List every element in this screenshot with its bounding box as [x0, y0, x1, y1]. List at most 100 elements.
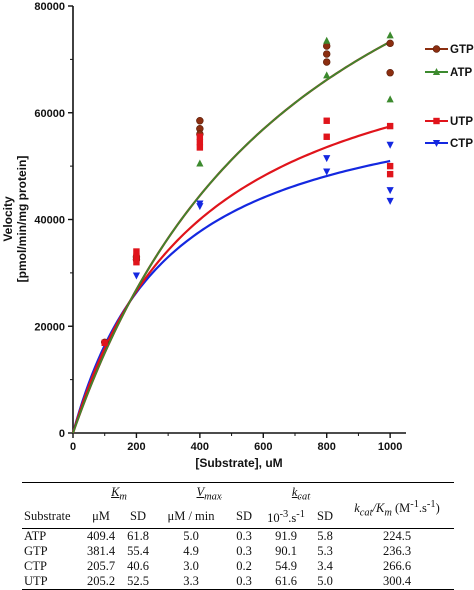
- kinetics-table: Km Vmax kcat Substrate μM SD μM / min SD…: [22, 482, 454, 590]
- data-point-atp: [323, 36, 331, 44]
- kcat-sd-cell: 5.3: [317, 544, 333, 559]
- y-axis-title-line2: [pmol/min/mg protein]: [15, 156, 29, 283]
- ratio-header: kcat/Km (M-1.s-1): [340, 496, 454, 522]
- legend-label-utp: UTP: [450, 116, 473, 128]
- table-row: CTP 205.7 40.6 3.0 0.2 54.9 3.4 266.6: [22, 559, 454, 574]
- y-axis-title-line1: Velocity: [1, 196, 15, 242]
- data-point-utp: [101, 339, 108, 346]
- km-sd-cell: 61.8: [127, 529, 149, 544]
- vmax-unit: μM / min: [156, 504, 226, 530]
- kcat-sd-header: SD: [310, 504, 340, 530]
- ratio-cell: 300.4: [340, 574, 454, 590]
- kcat-group-header: kcat: [262, 482, 340, 505]
- fit-curve-atp: [72, 41, 391, 434]
- axes: 0 200 400 600 800 1000 0 20000 40000 60000 80000: [34, 1, 406, 453]
- data-point-ctp: [386, 141, 394, 149]
- data-point-utp: [196, 138, 204, 146]
- data-point-utp: [196, 144, 204, 151]
- vmax-sd-cell: 0.3: [236, 529, 252, 544]
- data-point-ctp: [323, 155, 331, 163]
- fit-curve-gtp: [71, 40, 391, 434]
- ratio-cell: 224.5: [382, 529, 412, 544]
- vmax-cell: 3.0: [183, 559, 199, 574]
- data-point-atp: [386, 95, 394, 103]
- table-row: ATP 409.4 61.8 5.0 0.3 91.9 5.8 224.5: [22, 529, 454, 545]
- table-unit-header: Substrate μM SD μM / min SD 10-3.s-1 SD …: [22, 496, 454, 530]
- data-point-utp: [386, 122, 394, 130]
- vmax-cell: 3.3: [156, 574, 226, 590]
- table-group-header: Km Vmax kcat: [22, 482, 454, 505]
- data-point-utp: [323, 117, 330, 124]
- data-point-utp: [133, 259, 140, 266]
- data-point-gtp: [386, 69, 394, 77]
- vmax-group-header: Vmax: [156, 482, 262, 505]
- kcat-cell: 61.6: [262, 574, 310, 590]
- legend-label-ctp: CTP: [450, 138, 473, 150]
- legend-marker-gtp: [432, 45, 441, 53]
- data-point-gtp: [196, 117, 204, 125]
- kcat-unit: 10-3.s-1: [262, 504, 310, 530]
- km-sd-cell: 40.6: [127, 559, 149, 574]
- legend-label-atp: ATP: [450, 67, 472, 79]
- km-sd-header: SD: [120, 504, 156, 530]
- km-group-header: Km: [82, 482, 156, 505]
- substrate-cell: CTP: [24, 559, 47, 574]
- vmax-sd-cell: 0.2: [236, 559, 252, 574]
- legend-marker-ctp: [432, 140, 441, 147]
- substrate-cell: GTP: [24, 544, 48, 559]
- km-unit: μM: [82, 504, 120, 530]
- data-points: [101, 31, 394, 346]
- legend-marker-atp: [432, 68, 441, 75]
- y-tick-label: 40000: [34, 215, 65, 227]
- vmax-sd-cell: 0.3: [236, 544, 252, 559]
- substrate-cell: UTP: [22, 574, 82, 590]
- data-point-ctp: [132, 272, 141, 280]
- x-tick-label: 1000: [378, 441, 402, 453]
- table-row: UTP 205.2 52.5 3.3 0.3 61.6 5.0 300.4: [22, 574, 454, 590]
- kcat-sd-cell: 5.0: [310, 574, 340, 590]
- x-tick-label: 800: [318, 441, 336, 453]
- velocity-chart: 0 200 400 600 800 1000 0 20000 40000 60000 80000 […: [1, 1, 474, 470]
- data-point-ctp: [386, 187, 394, 195]
- ratio-cell: 266.6: [382, 559, 412, 574]
- km-cell: 409.4: [86, 529, 116, 544]
- data-point-utp: [133, 253, 140, 261]
- km-cell: 205.2: [82, 574, 120, 590]
- substrate-header: Substrate: [22, 504, 82, 530]
- x-tick-label: 400: [191, 441, 209, 453]
- kcat-sd-cell: 5.8: [317, 529, 333, 544]
- data-point-utp: [133, 248, 140, 255]
- data-point-gtp: [323, 50, 331, 58]
- data-point-atp: [323, 71, 331, 79]
- legend-marker-utp: [433, 117, 440, 125]
- vmax-cell: 4.9: [183, 544, 199, 559]
- data-point-gtp: [386, 39, 394, 48]
- kcat-cell: 90.1: [275, 544, 297, 559]
- y-tick-label: 60000: [34, 108, 65, 120]
- data-point-atp: [196, 159, 204, 167]
- vmax-sd-header: SD: [226, 504, 262, 530]
- data-point-utp: [386, 170, 394, 178]
- kcat-cell: 54.9: [275, 559, 297, 574]
- data-point-utp: [386, 162, 394, 170]
- fit-curve-ctp: [71, 159, 391, 434]
- data-point-atp: [386, 31, 394, 39]
- kcat-sd-cell: 3.4: [317, 559, 333, 574]
- x-axis-title: [Substrate], uM: [195, 456, 282, 470]
- vmax-sd-cell: 0.3: [226, 574, 262, 590]
- data-point-ctp: [323, 168, 331, 176]
- data-point-utp: [196, 133, 204, 140]
- km-cell: 205.7: [86, 559, 116, 574]
- x-tick-label: 200: [127, 441, 145, 453]
- vmax-cell: 5.0: [183, 529, 199, 544]
- ratio-cell: 236.3: [382, 544, 412, 559]
- kcat-cell: 91.9: [275, 529, 297, 544]
- km-sd-cell: 55.4: [127, 544, 149, 559]
- km-cell: 381.4: [86, 544, 116, 559]
- legend-label-gtp: GTP: [450, 44, 474, 56]
- y-tick-label: 20000: [34, 321, 65, 333]
- fit-curves: [71, 40, 391, 434]
- x-tick-label: 0: [70, 441, 76, 453]
- y-tick-label: 0: [59, 428, 65, 440]
- data-point-ctp: [196, 203, 204, 211]
